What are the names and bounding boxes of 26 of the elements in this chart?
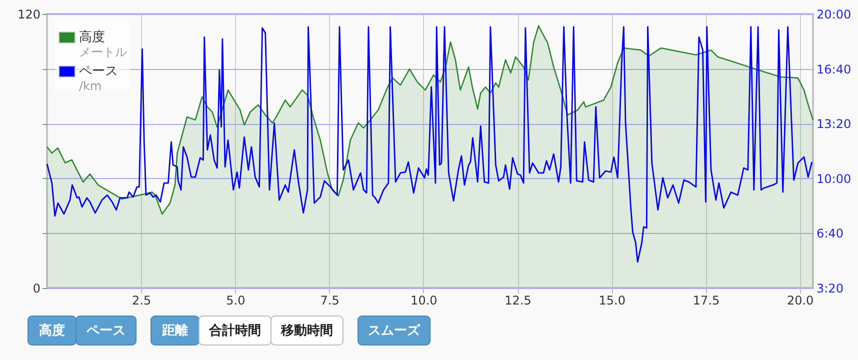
y2-tick-label: 13:20 bbox=[816, 117, 852, 132]
annotation: メートル bbox=[79, 45, 127, 59]
legend-label: ペース bbox=[79, 64, 118, 79]
text: 合計時間 bbox=[208, 322, 261, 338]
y2-tick-label: 20:00 bbox=[816, 8, 852, 22]
text: 距離 bbox=[161, 324, 188, 338]
legend-label: 高度 bbox=[79, 29, 105, 45]
text: 移動時間 bbox=[280, 324, 333, 338]
x-tick-label: 17.5 bbox=[692, 294, 720, 308]
x-tick-label: 15.0 bbox=[598, 294, 626, 308]
x-tick-label: 20.0 bbox=[786, 294, 814, 308]
x-tick-label: 7.5 bbox=[320, 294, 340, 308]
x-tick-label: 2.5 bbox=[132, 294, 152, 308]
text: ペース bbox=[86, 324, 126, 338]
text: スムーズ bbox=[368, 324, 421, 338]
x-tick-label: 12.5 bbox=[504, 294, 532, 308]
y2-tick-label: 6:40 bbox=[816, 226, 844, 241]
text: 高度 bbox=[39, 322, 65, 338]
x-tick-label: 10.0 bbox=[410, 294, 438, 308]
y-tick-label: 120 bbox=[18, 8, 40, 22]
annotation: /km bbox=[79, 79, 102, 93]
y2-tick-label: 10:00 bbox=[816, 172, 852, 186]
y2-tick-label: 3:20 bbox=[816, 282, 844, 296]
y2-tick-label: 16:40 bbox=[816, 62, 852, 76]
y-tick-label: 0 bbox=[32, 282, 40, 296]
x-tick-label: 5.0 bbox=[226, 294, 246, 308]
